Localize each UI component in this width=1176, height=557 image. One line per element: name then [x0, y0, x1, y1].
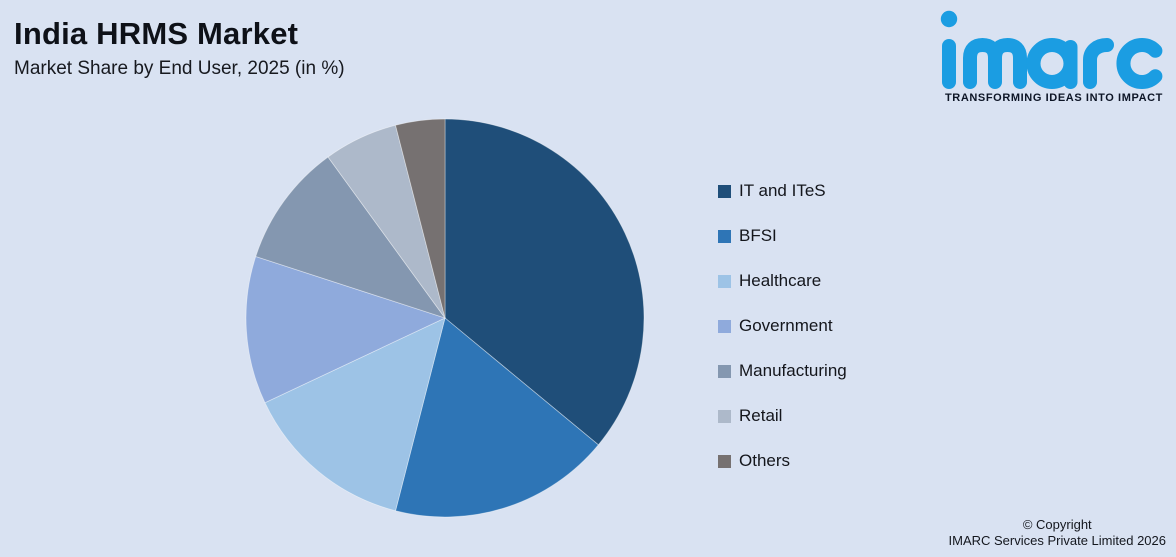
- pie-slice-healthcare: [264, 317, 446, 512]
- page-subtitle: Market Share by End User, 2025 (in %): [14, 58, 345, 79]
- legend-label: Manufacturing: [739, 360, 847, 380]
- pie-slice-it-and-ites: [444, 118, 645, 446]
- legend-swatch: [718, 184, 731, 198]
- legend-item: Healthcare: [718, 258, 847, 303]
- pie-slice-retail: [327, 124, 446, 319]
- legend-swatch: [718, 454, 731, 468]
- imarc-wordmark-icon: [940, 10, 1163, 89]
- legend-label: Others: [739, 450, 791, 470]
- copyright-notice: © Copyright IMARC Services Private Limit…: [949, 517, 1166, 549]
- copyright-line2: IMARC Services Private Limited 2026: [948, 533, 1166, 549]
- copyright-line1: © Copyright: [1022, 517, 1092, 533]
- pie-slice-government: [245, 256, 447, 404]
- page-title: India HRMS Market: [14, 16, 299, 51]
- pie-slice-manufacturing: [255, 156, 447, 319]
- legend-swatch: [718, 364, 731, 378]
- legend-item: Government: [718, 303, 847, 348]
- legend-label: BFSI: [739, 225, 777, 245]
- legend-swatch: [718, 319, 731, 333]
- legend-label: Healthcare: [739, 270, 822, 290]
- legend-swatch: [718, 409, 731, 423]
- legend-swatch: [718, 229, 731, 243]
- imarc-tagline: TRANSFORMING IDEAS INTO IMPACT: [944, 92, 1164, 104]
- legend-swatch: [718, 274, 731, 288]
- legend-item: BFSI: [718, 213, 847, 258]
- legend-item: Retail: [718, 393, 847, 438]
- imarc-logo: TRANSFORMING IDEAS INTO IMPACT: [937, 8, 1171, 104]
- legend-item: Manufacturing: [718, 348, 847, 393]
- imarc-i-dot: [940, 10, 958, 28]
- pie-slice-others: [395, 118, 446, 319]
- legend-label: IT and ITeS: [739, 180, 826, 200]
- legend-item: IT and ITeS: [718, 168, 847, 213]
- legend: IT and ITeS BFSI Healthcare Government M…: [718, 168, 847, 483]
- legend-label: Government: [739, 315, 833, 335]
- pie-chart: [245, 118, 645, 518]
- legend-label: Retail: [739, 405, 783, 425]
- legend-item: Others: [718, 438, 847, 483]
- pie-slice-bfsi: [395, 317, 599, 518]
